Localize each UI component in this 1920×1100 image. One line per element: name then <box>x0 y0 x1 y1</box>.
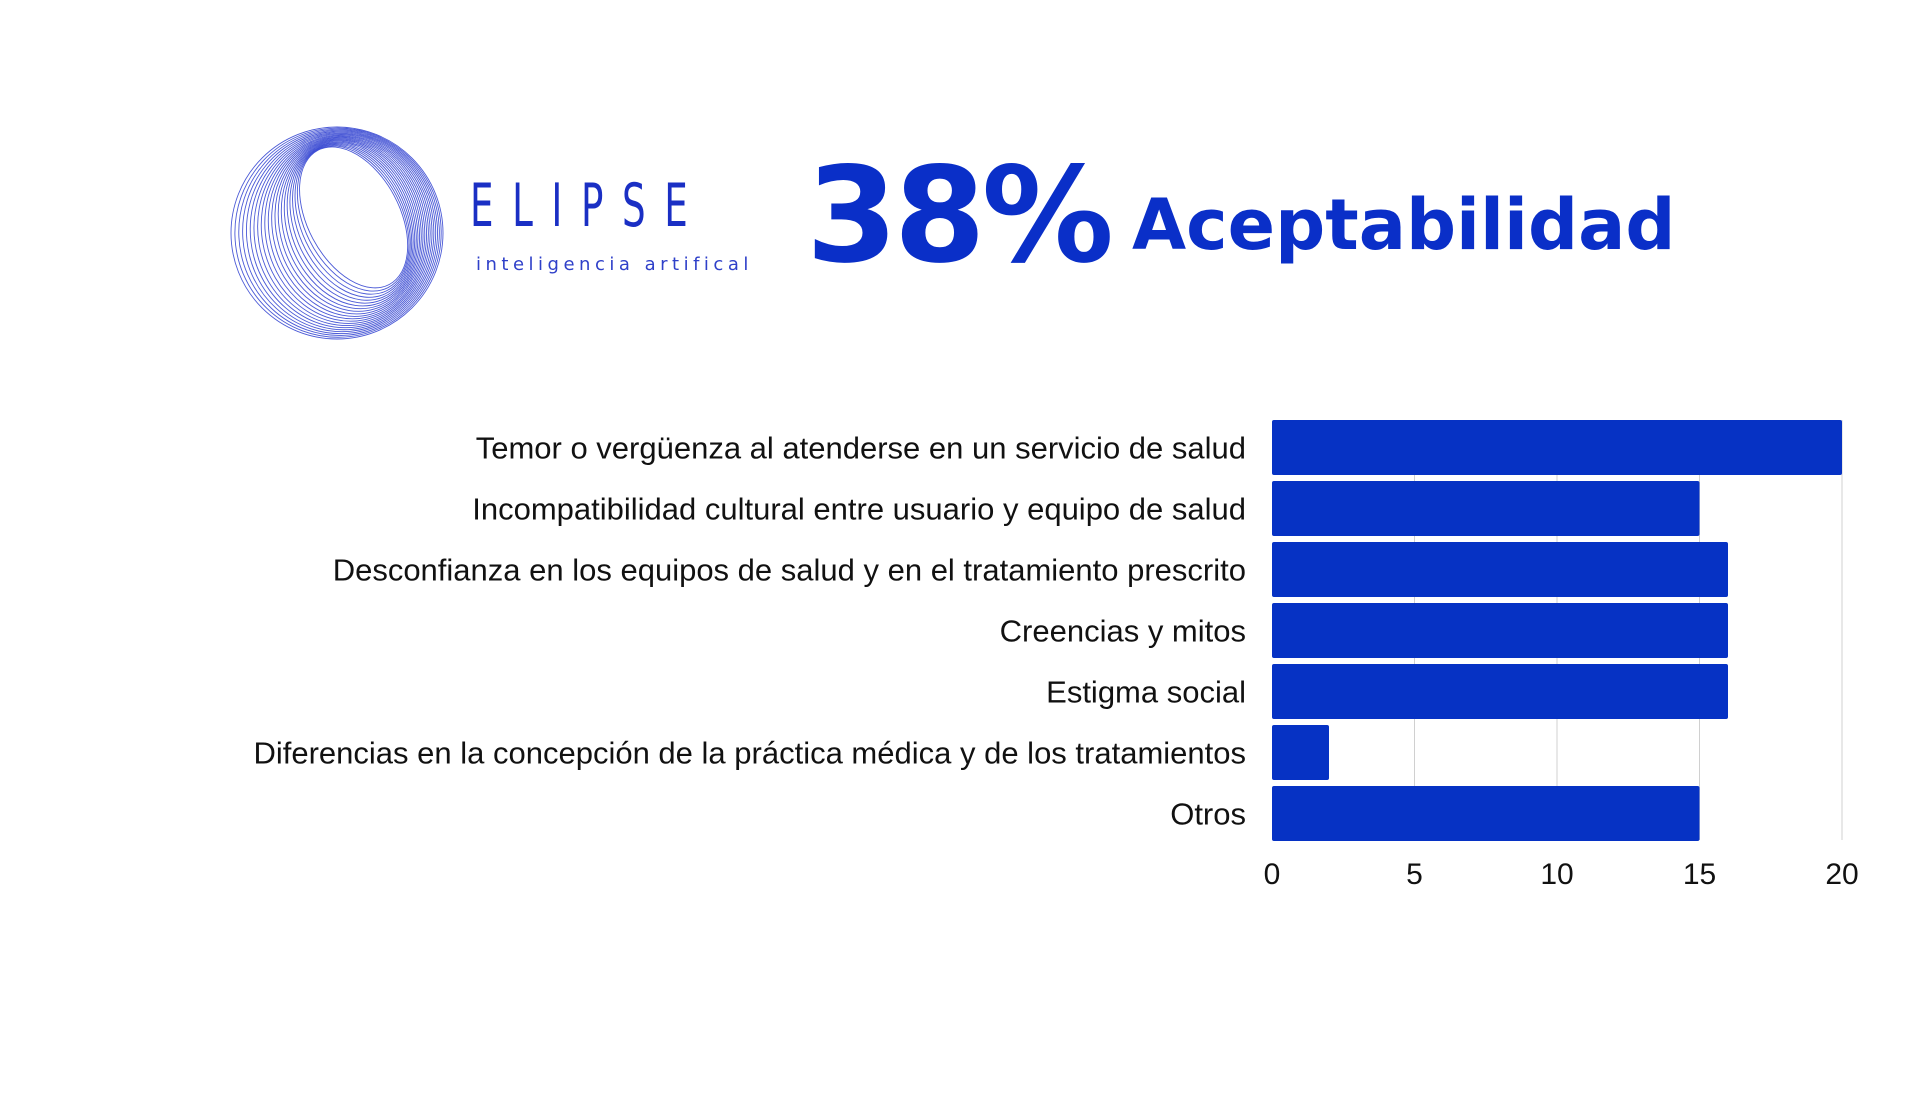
logo-ring <box>277 139 421 312</box>
logo-ring <box>280 139 419 310</box>
ellipse-logo-icon <box>230 126 444 340</box>
category-label: Incompatibilidad cultural entre usuario … <box>472 492 1246 527</box>
logo-ring <box>299 146 409 289</box>
logo-ring <box>230 126 444 340</box>
bar <box>1272 420 1842 475</box>
brand-name: ELIPSE <box>470 171 707 241</box>
bar <box>1272 481 1700 536</box>
brand-tagline: inteligencia artifical <box>476 254 753 275</box>
x-tick-label: 20 <box>1825 858 1858 891</box>
bar <box>1272 603 1728 658</box>
bar <box>1272 725 1329 780</box>
acceptability-title: Aceptabilidad <box>1132 184 1676 266</box>
logo-ring <box>292 143 413 298</box>
bar <box>1272 664 1728 719</box>
logo-ring <box>260 134 429 324</box>
logo-ring <box>249 131 435 331</box>
logo-ring <box>274 138 422 315</box>
logo-ring <box>242 129 438 335</box>
logo-ring <box>286 141 416 304</box>
chart-x-axis-ticks: 0 5 10 15 20 <box>1264 858 1859 891</box>
bar <box>1272 786 1700 841</box>
logo-ring <box>234 127 442 338</box>
chart-bars <box>1272 420 1842 841</box>
category-label: Diferencias en la concepción de la práct… <box>253 736 1246 771</box>
bar <box>1272 542 1728 597</box>
chart-category-labels: Temor o vergüenza al atenderse en un ser… <box>253 431 1246 832</box>
logo-ring <box>264 135 428 322</box>
logo-ring <box>296 145 410 292</box>
category-label: Desconfianza en los equipos de salud y e… <box>333 553 1246 588</box>
logo-ring <box>267 136 426 320</box>
x-tick-label: 10 <box>1540 858 1573 891</box>
logo-ring <box>283 140 417 307</box>
logo-ring <box>238 128 440 336</box>
logo-ring <box>289 142 414 301</box>
logo-ring <box>294 144 411 295</box>
logo-ring <box>253 132 433 329</box>
category-label: Temor o vergüenza al atenderse en un ser… <box>476 431 1246 466</box>
category-label: Otros <box>1170 797 1246 832</box>
acceptability-percent: 38% <box>806 139 1114 293</box>
x-tick-label: 15 <box>1683 858 1716 891</box>
category-label: Creencias y mitos <box>1000 614 1246 649</box>
logo-ring <box>245 130 437 333</box>
logo-ring <box>257 133 431 327</box>
category-label: Estigma social <box>1046 675 1246 710</box>
x-tick-label: 0 <box>1264 858 1281 891</box>
x-tick-label: 5 <box>1406 858 1423 891</box>
